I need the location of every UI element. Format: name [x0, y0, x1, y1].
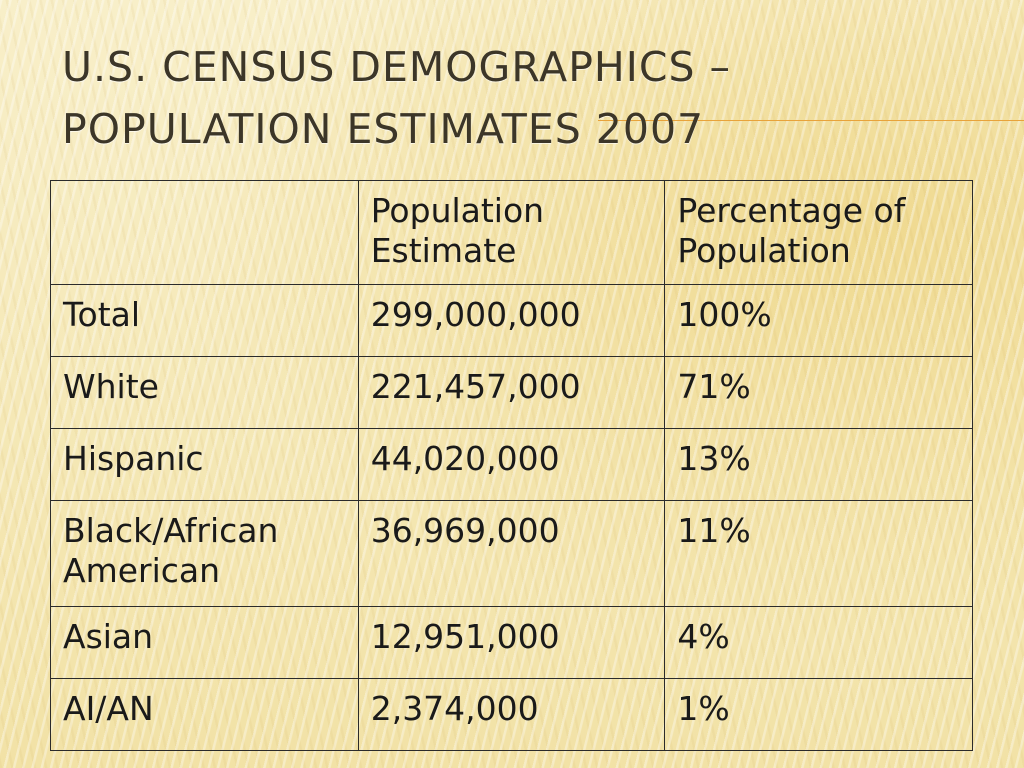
title-line-2: Population Estimates 2007 — [62, 105, 705, 153]
cell-estimate: 12,951,000 — [357, 606, 666, 679]
cell-percent: 11% — [664, 500, 973, 607]
table-header-row: Population Estimate Percentage of Popula… — [50, 180, 973, 285]
cell-percent: 1% — [664, 678, 973, 751]
table-row: AI/AN 2,374,000 1% — [50, 678, 973, 751]
header-cell-estimate: Population Estimate — [357, 180, 666, 285]
cell-group: Hispanic — [50, 428, 359, 501]
table-row: Black/African American 36,969,000 11% — [50, 500, 973, 607]
cell-estimate: 2,374,000 — [357, 678, 666, 751]
header-cell-percent: Percentage of Population — [664, 180, 973, 285]
header-cell-group — [50, 180, 359, 285]
table-row: White 221,457,000 71% — [50, 356, 973, 429]
table-row: Hispanic 44,020,000 13% — [50, 428, 973, 501]
table-row: Asian 12,951,000 4% — [50, 606, 973, 679]
slide-title: U.S. Census Demographics – Population Es… — [62, 36, 962, 160]
cell-group: Asian — [50, 606, 359, 679]
title-line-1: U.S. Census Demographics – — [62, 43, 732, 91]
cell-group: Total — [50, 284, 359, 357]
cell-group: Black/African American — [50, 500, 359, 607]
population-table: Population Estimate Percentage of Popula… — [50, 180, 973, 751]
cell-percent: 4% — [664, 606, 973, 679]
cell-group: White — [50, 356, 359, 429]
cell-group: AI/AN — [50, 678, 359, 751]
table-row: Total 299,000,000 100% — [50, 284, 973, 357]
cell-estimate: 299,000,000 — [357, 284, 666, 357]
accent-line — [598, 120, 1024, 121]
cell-estimate: 221,457,000 — [357, 356, 666, 429]
cell-percent: 71% — [664, 356, 973, 429]
cell-percent: 100% — [664, 284, 973, 357]
cell-estimate: 36,969,000 — [357, 500, 666, 607]
cell-percent: 13% — [664, 428, 973, 501]
cell-estimate: 44,020,000 — [357, 428, 666, 501]
